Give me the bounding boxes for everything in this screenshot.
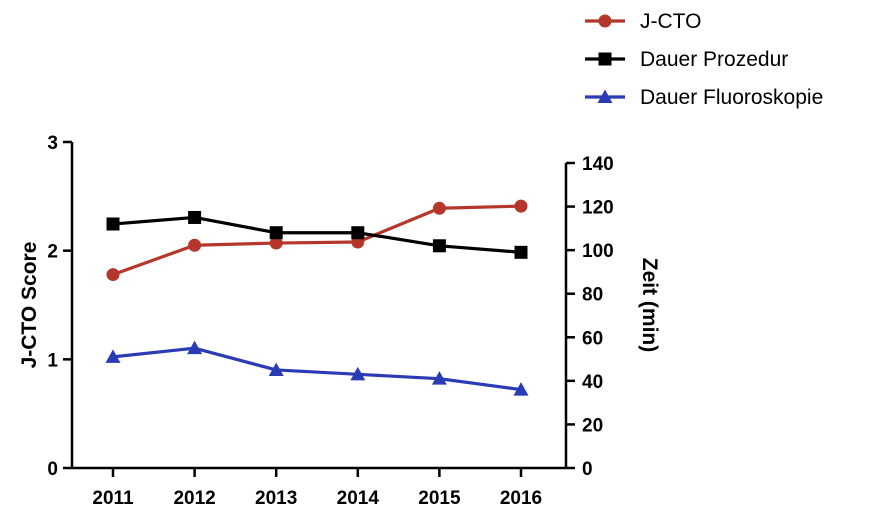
data-point-j-cto [106, 268, 120, 282]
left-y-tick-label: 0 [47, 459, 58, 480]
data-point-dauer-fluoroskopie [431, 371, 447, 385]
x-tick-label: 2015 [418, 488, 461, 509]
left-y-tick-label: 2 [47, 242, 58, 263]
legend-label: J-CTO [640, 10, 701, 33]
series-line-dauer-prozedur [112, 215, 522, 254]
axes: J-CTO Score Zeit (min) [18, 142, 661, 470]
series-dauer-fluoroskopie [105, 340, 529, 396]
data-point-dauer-prozedur [188, 210, 202, 224]
left-y-axis-title: J-CTO Score [18, 242, 41, 369]
series-line-dauer-fluoroskopie [112, 346, 522, 392]
right-y-tick-label: 80 [582, 285, 603, 306]
legend-swatch-marker [597, 89, 613, 103]
right-y-tick-label: 120 [582, 198, 614, 219]
data-point-j-cto [269, 236, 283, 250]
data-point-dauer-fluoroskopie [513, 382, 529, 396]
series-dauer-prozedur [106, 210, 528, 259]
series-j-cto [106, 199, 528, 282]
data-point-dauer-fluoroskopie [187, 340, 203, 355]
left-y-tick-label: 1 [47, 350, 58, 371]
ticks: 0 1 2 3 0 20 40 60 80 100 120 140 2011 2012 2013 2014 20… [47, 133, 613, 509]
right-y-tick-label: 40 [582, 372, 603, 393]
legend-item-dauer-prozedur: Dauer Prozedur [585, 48, 788, 71]
data-point-dauer-fluoroskopie [105, 349, 121, 363]
data-point-dauer-prozedur [269, 226, 283, 240]
x-tick-label: 2012 [173, 488, 215, 509]
data-point-dauer-prozedur [514, 245, 528, 259]
data-point-dauer-prozedur [106, 217, 120, 231]
x-tick-label: 2016 [500, 488, 542, 509]
right-y-axis-title: Zeit (min) [638, 258, 661, 353]
data-point-j-cto [514, 199, 528, 213]
right-y-tick-label: 20 [582, 415, 603, 436]
data-point-dauer-fluoroskopie [268, 362, 284, 376]
right-y-tick-label: 100 [582, 241, 614, 262]
series-group [105, 199, 529, 396]
data-point-dauer-prozedur [432, 239, 446, 253]
x-tick-label: 2014 [337, 488, 380, 509]
legend-label: Dauer Fluoroskopie [640, 86, 823, 109]
data-point-dauer-fluoroskopie [350, 366, 366, 381]
legend-swatch-marker [598, 14, 612, 28]
right-y-tick-label: 0 [582, 459, 593, 480]
data-point-dauer-prozedur [351, 226, 365, 240]
legend-label: Dauer Prozedur [640, 48, 788, 71]
data-point-j-cto [188, 238, 202, 252]
legend: J-CTO Dauer Prozedur Dauer Fluoroskopie [585, 10, 823, 109]
legend-swatch-marker [598, 52, 612, 66]
left-y-tick-label: 3 [47, 133, 58, 154]
x-tick-label: 2011 [92, 488, 134, 509]
right-y-tick-label: 60 [582, 328, 603, 349]
legend-item-j-cto: J-CTO [585, 10, 701, 33]
data-point-j-cto [432, 201, 446, 215]
x-tick-label: 2013 [255, 488, 297, 509]
right-y-tick-label: 140 [582, 154, 614, 175]
legend-item-dauer-fluoroskopie: Dauer Fluoroskopie [585, 86, 823, 109]
series-line-j-cto [112, 204, 522, 277]
